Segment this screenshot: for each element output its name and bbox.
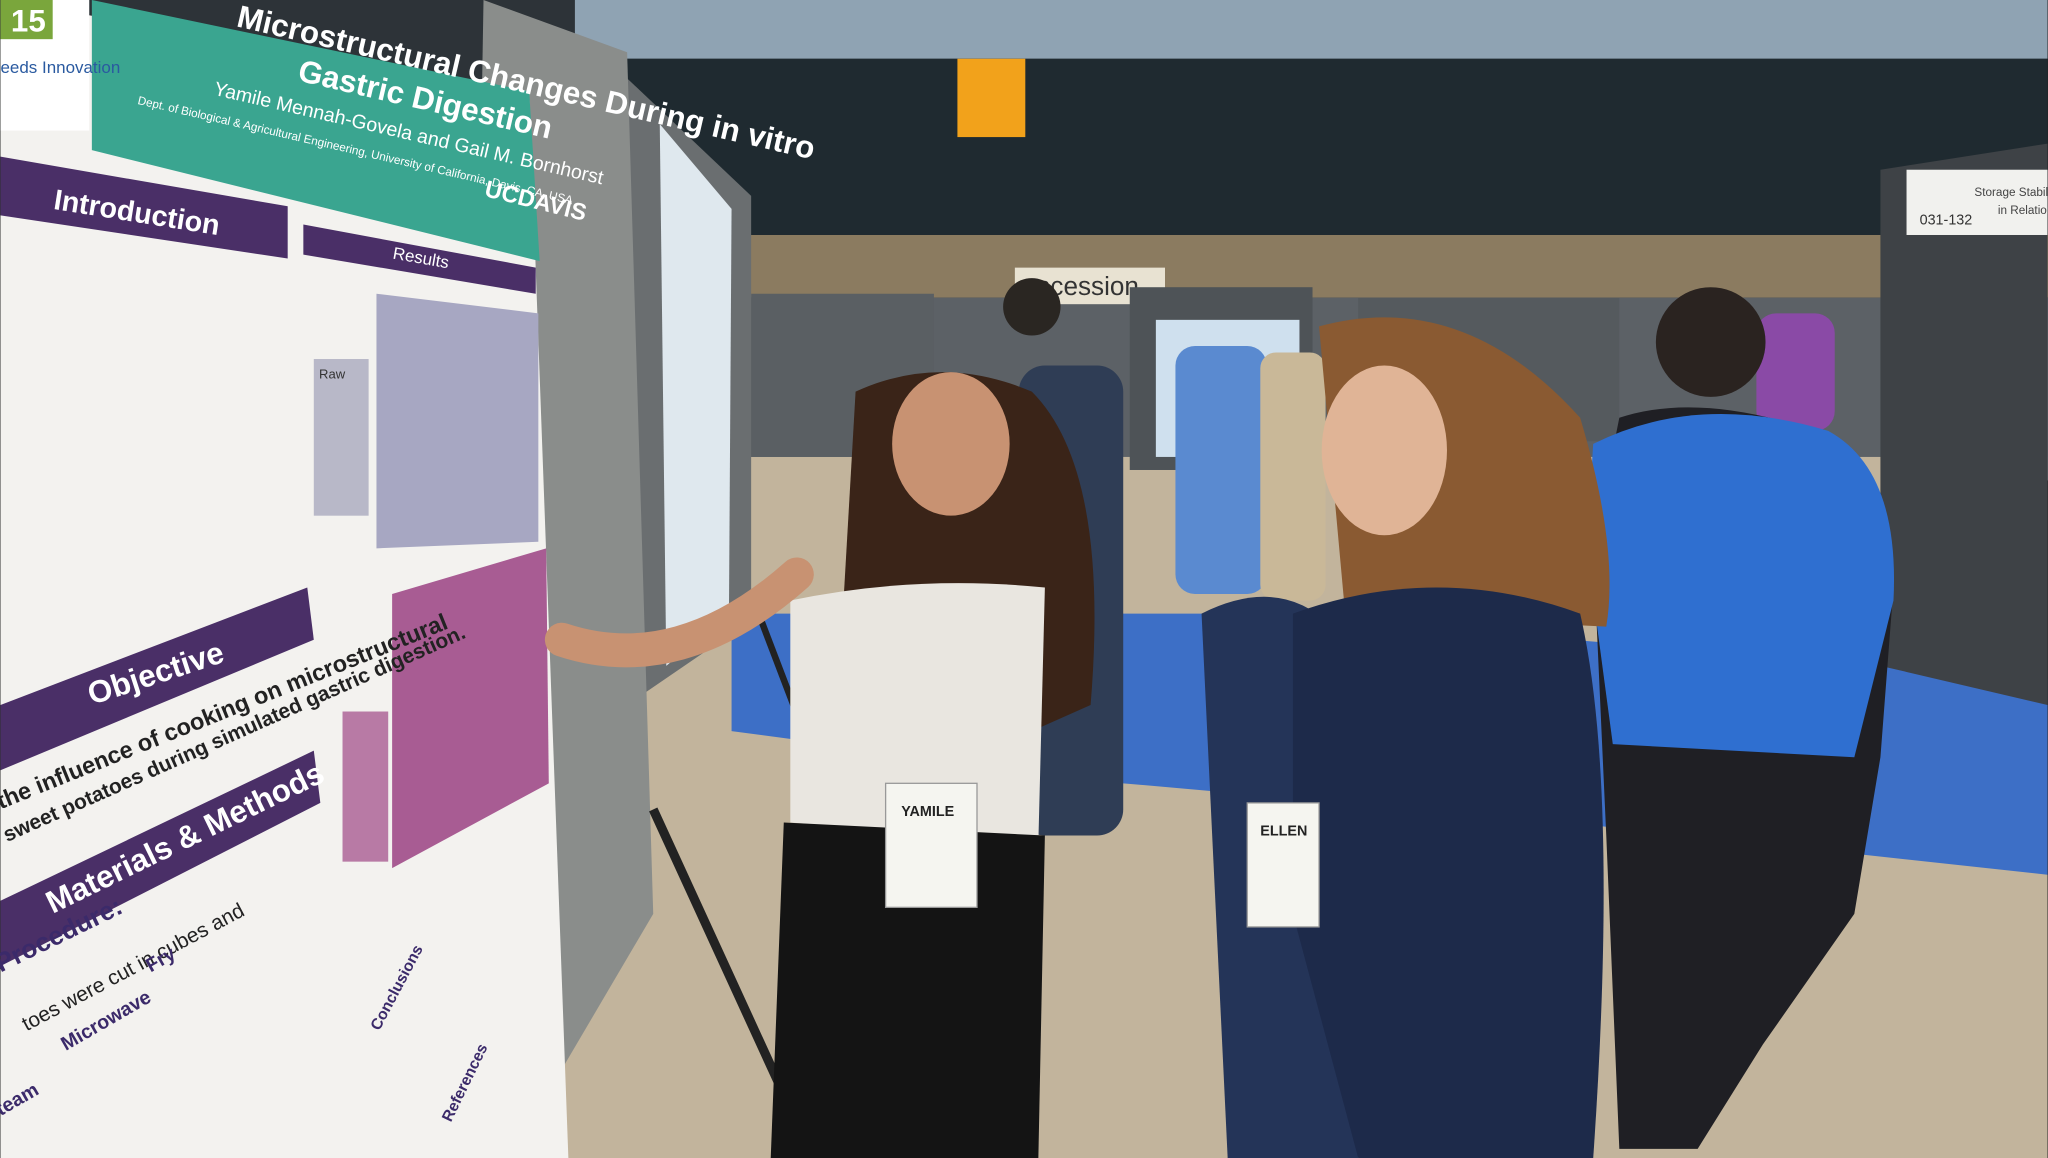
badge-name: ELLEN: [1260, 824, 1307, 840]
section-bar: [0, 750, 321, 967]
person-head: [1655, 287, 1766, 397]
corner-badge: [0, 0, 53, 40]
right-poster-text: Storage Stability: [1974, 186, 2048, 199]
face: [892, 372, 1010, 516]
skylight: [574, 0, 2048, 59]
middle-poster: [659, 124, 732, 666]
easel-leg: [649, 807, 801, 1125]
micrograph: [342, 711, 389, 862]
blue-shirt: [1586, 414, 1895, 758]
person: [1756, 313, 1835, 431]
poster-header: [91, 0, 540, 262]
corner-number: 15: [11, 3, 46, 38]
person: [1175, 345, 1267, 595]
person-head: [1003, 278, 1061, 336]
raw-label: Raw: [319, 367, 346, 382]
section-bar: [303, 224, 536, 294]
micrographs: [376, 293, 539, 549]
section-bar: [0, 156, 288, 259]
section-bar: [0, 587, 314, 771]
arm: [544, 557, 814, 668]
stained-micrographs: [392, 548, 549, 869]
badge-name: YAMILE: [901, 804, 954, 820]
face: [1321, 365, 1447, 536]
board-number: 031-132: [1920, 213, 1973, 229]
right-board: [1880, 143, 2048, 705]
right-poster-text: in Relation: [1998, 204, 2048, 217]
badge: [884, 782, 978, 908]
person: [1260, 352, 1326, 601]
micrograph: [313, 359, 369, 516]
right-poster: [1906, 169, 2048, 235]
wall-band: [731, 234, 2048, 298]
corner-text: eeds Innovation: [0, 58, 120, 77]
food-sign: [957, 58, 1026, 138]
cardigan: [1292, 587, 1604, 1158]
patterned-top: [790, 583, 1045, 843]
badge: [1246, 802, 1320, 928]
ceiling-wall: [574, 58, 2048, 242]
